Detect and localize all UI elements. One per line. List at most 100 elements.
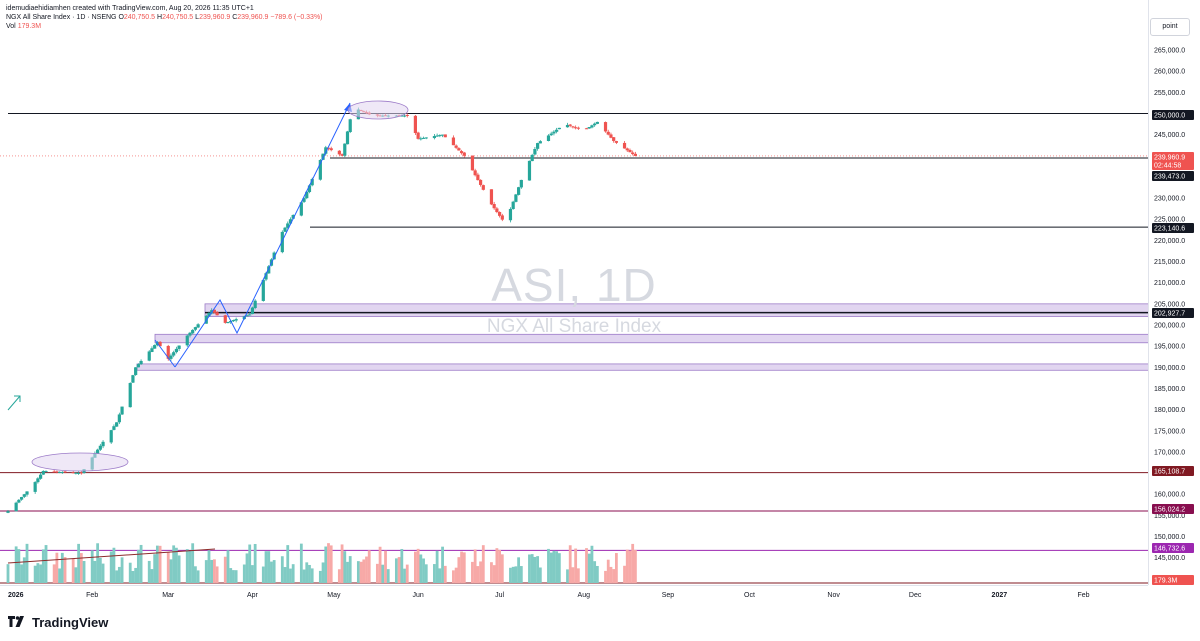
- price-chart[interactable]: [0, 0, 1200, 585]
- price-tick-label: 245,000.0: [1154, 132, 1185, 139]
- chart-area[interactable]: ASI, 1D NGX All Share Index: [0, 0, 1200, 585]
- price-label-bg: [1152, 223, 1194, 233]
- candle-body: [571, 126, 575, 128]
- candle-body: [212, 309, 217, 313]
- volume-bar: [327, 543, 330, 583]
- close-label: C: [232, 14, 238, 21]
- volume-bar: [41, 549, 45, 583]
- candle-body: [134, 367, 138, 376]
- volume-bar: [397, 557, 401, 583]
- candle-body: [595, 121, 599, 124]
- volume-bar: [33, 565, 37, 583]
- volume-bar: [329, 545, 333, 583]
- volume-bar: [566, 569, 569, 583]
- candle-body: [223, 315, 227, 323]
- volume-bar: [365, 556, 368, 583]
- candle-body: [405, 114, 409, 116]
- volume-bar: [490, 562, 493, 583]
- price-label-tag: 223,140.6: [1152, 223, 1194, 233]
- price-tick-label: 170,000.0: [1154, 449, 1185, 456]
- candle-body: [120, 406, 124, 415]
- candle-body: [98, 445, 102, 450]
- volume-bar: [452, 570, 455, 583]
- scale-mode-button[interactable]: point: [1150, 18, 1190, 36]
- volume-bar: [628, 550, 632, 583]
- candle-body: [508, 208, 513, 221]
- candle-body: [492, 204, 496, 209]
- price-label-tag: 239,473.0: [1152, 171, 1194, 181]
- volume-bar: [337, 569, 341, 583]
- time-tick-label: Oct: [744, 592, 755, 599]
- volume-bar: [71, 558, 75, 583]
- price-tick-label: 215,000.0: [1154, 259, 1185, 266]
- candle-body: [19, 497, 24, 500]
- price-label-text: 202,927.7: [1154, 311, 1185, 318]
- candle-body: [497, 211, 502, 216]
- volume-bar: [52, 564, 56, 583]
- volume-bar: [150, 569, 154, 583]
- candle-body: [17, 499, 21, 503]
- volume-bar: [625, 549, 629, 583]
- candle-body: [166, 345, 170, 359]
- volume-bar: [223, 556, 227, 583]
- candle-body: [172, 352, 176, 356]
- volume-bar: [96, 543, 100, 583]
- candle-body: [41, 470, 45, 475]
- price-tick-label: 210,000.0: [1154, 280, 1185, 287]
- ohlc-legend[interactable]: NGX All Share Index · 1D · NSENG O240,75…: [6, 13, 323, 22]
- volume-bar: [291, 564, 295, 583]
- candle-body: [174, 348, 178, 353]
- candle-body: [421, 137, 426, 139]
- volume-bar: [302, 569, 306, 583]
- price-label-bg: [1152, 466, 1194, 476]
- candle-body: [310, 179, 314, 186]
- candle-body: [549, 133, 553, 136]
- volume-bar: [213, 559, 216, 583]
- candle-body: [291, 215, 295, 219]
- candle-body: [101, 441, 105, 447]
- candle-body: [511, 201, 515, 209]
- candle-body: [44, 471, 48, 473]
- price-tick-label: 185,000.0: [1154, 386, 1185, 393]
- price-label-text: 146,732.6: [1154, 546, 1185, 553]
- volume-bar: [25, 543, 29, 583]
- volume-bar: [185, 549, 189, 583]
- volume-bar: [604, 570, 607, 583]
- highlight-ellipse: [347, 100, 409, 120]
- volume-bar: [557, 553, 561, 583]
- price-tick-label: 220,000.0: [1154, 238, 1185, 245]
- support-zone: [136, 363, 1200, 371]
- volume-bar: [414, 551, 417, 583]
- candle-body: [215, 312, 219, 316]
- watermark-subtitle: NGX All Share Index: [486, 316, 662, 337]
- time-axis[interactable]: 2026 Feb Mar Apr May Jun Jul Aug Sep Oct Nov Dec 202…: [0, 585, 1166, 605]
- candle-body: [25, 491, 29, 495]
- price-label-bg: [1152, 543, 1194, 553]
- arrow-up-icon-head: [14, 395, 21, 402]
- volume-bar: [585, 548, 588, 583]
- close-value: 239,960.9: [237, 14, 269, 21]
- volume-bar: [6, 564, 10, 583]
- volume-bar: [270, 561, 273, 583]
- volume-bar: [55, 552, 59, 583]
- volume-legend[interactable]: Vol 179.3M: [6, 22, 323, 31]
- volume-bar: [443, 565, 447, 583]
- candle-body: [261, 280, 265, 301]
- candle-body: [500, 215, 504, 220]
- price-scale[interactable]: 265,000.0260,000.0255,000.0245,000.0235,…: [1148, 0, 1200, 585]
- time-axis-svg[interactable]: 2026 Feb Mar Apr May Jun Jul Aug Sep Oct Nov Dec 202…: [0, 585, 1166, 605]
- candle-body: [612, 137, 616, 141]
- candle-body: [36, 478, 40, 483]
- volume-bar: [403, 568, 406, 583]
- volume-trend-line: [7, 548, 216, 564]
- price-scale-svg[interactable]: 265,000.0260,000.0255,000.0245,000.0235,…: [1148, 0, 1200, 585]
- volume-bar: [479, 561, 482, 583]
- volume-bar: [457, 557, 461, 583]
- candle-body: [345, 131, 350, 145]
- candle-body: [74, 472, 78, 474]
- price-label-tag: 02:44:58: [1152, 160, 1194, 170]
- volume-bar: [538, 567, 542, 583]
- candle-body: [419, 138, 423, 140]
- price-tick-label: 150,000.0: [1154, 534, 1185, 541]
- volume-bar: [400, 548, 404, 583]
